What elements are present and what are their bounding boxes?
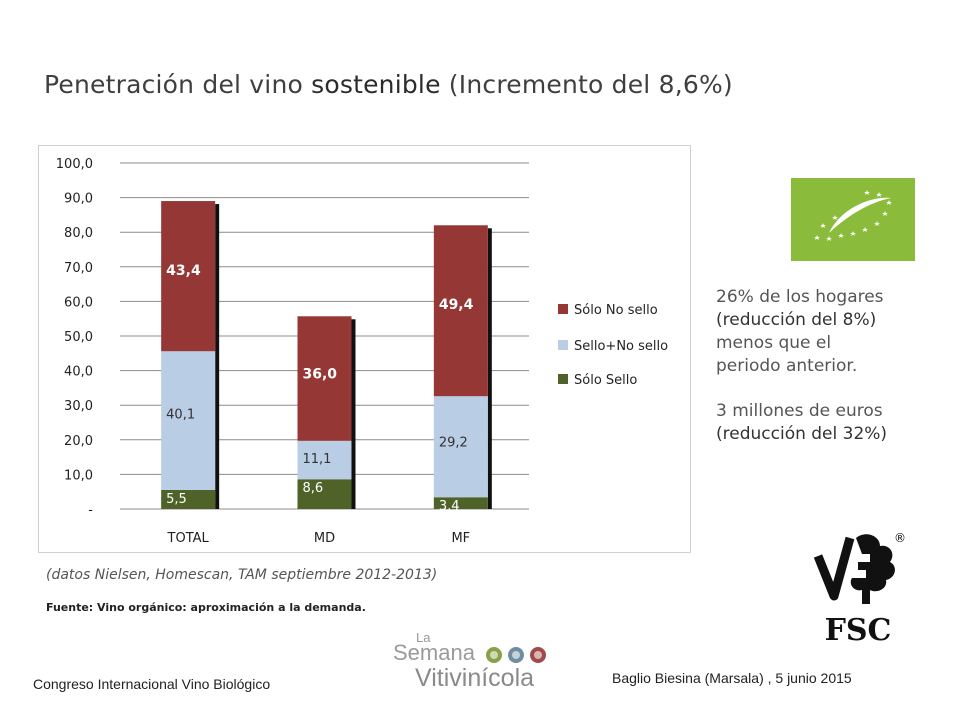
bar-segment: [433, 396, 488, 498]
y-tick-label: 20,0: [64, 434, 93, 449]
bar-segment: [161, 201, 216, 352]
data-label: 5,5: [166, 492, 187, 507]
source-line: Fuente: Vino orgánico: aproximación a la…: [46, 601, 366, 614]
y-tick-label: 70,0: [64, 261, 93, 276]
data-label: 3,4: [439, 499, 460, 514]
legend-label: Sólo Sello: [574, 373, 637, 388]
semana-vitivinicola-logo: La Semana Vitivinícola: [385, 628, 560, 698]
fsc-text: FSC: [825, 613, 892, 646]
legend-swatch: [558, 340, 568, 350]
stacked-bar-chart: - 10,0 20,0 30,0 40,0 50,0 60,0 70,0 80,0 90,0 100…: [56, 157, 668, 546]
data-label: 11,1: [303, 452, 332, 467]
data-label: 29,2: [439, 436, 468, 451]
side-line-6: (reducción del 32%): [716, 424, 888, 444]
bar-segment: [433, 497, 488, 509]
side-line-2: (reducción del 8%): [716, 310, 877, 330]
fsc-logo: ® FSC: [810, 528, 906, 648]
side-line-3: menos que el: [716, 333, 832, 353]
data-label: 36,0: [303, 367, 338, 383]
bar-segment: [297, 316, 352, 441]
fsc-registered-mark: ®: [894, 531, 906, 545]
footer-location-date: Baglio Biesina (Marsala) , 5 junio 2015: [612, 670, 852, 686]
x-tick-label: MD: [314, 531, 335, 546]
title-part2: sostenible: [311, 70, 441, 99]
y-tick-label: 100,0: [56, 157, 93, 172]
x-tick-label: TOTAL: [167, 531, 210, 546]
legend-label: Sello+No sello: [574, 339, 668, 354]
eu-leaf-stars-icon: [814, 190, 892, 241]
side-line-1: 26% de los hogares: [716, 287, 884, 307]
x-tick-label: MF: [451, 531, 470, 546]
slide-title: Penetración del vino sostenible (Increme…: [44, 70, 733, 99]
y-tick-label: 80,0: [64, 226, 93, 241]
legend-swatch: [558, 304, 568, 314]
bar-shadow: [215, 204, 220, 509]
side-line-4: periodo anterior.: [716, 356, 858, 376]
bar-segment: [297, 440, 352, 480]
data-label: 49,4: [439, 297, 474, 313]
vitivinicola-word: Vitivinícola: [415, 664, 535, 692]
y-tick-label: 30,0: [64, 399, 93, 414]
semana-icons: [486, 647, 546, 663]
eu-organic-logo: [791, 178, 915, 261]
footer-congress: Congreso Internacional Vino Biológico: [33, 676, 271, 692]
semana-word: Semana: [393, 640, 475, 665]
bar-shadow: [351, 319, 356, 509]
title-part3: (Incremento del 8,6%): [440, 70, 733, 99]
legend-swatch: [558, 374, 568, 384]
semana-la: La: [416, 630, 431, 645]
side-text: 26% de los hogares (reducción del 8%) me…: [716, 286, 946, 446]
y-tick-label: 10,0: [64, 468, 93, 483]
title-part1: Penetración del vino: [44, 70, 312, 99]
data-label: 8,6: [303, 481, 324, 496]
bar-segment: [433, 225, 488, 397]
data-label: 43,4: [166, 263, 201, 279]
y-tick-label: 40,0: [64, 365, 93, 380]
chart-frame: - 10,0 20,0 30,0 40,0 50,0 60,0 70,0 80,0 90,0 100…: [38, 145, 691, 553]
side-line-5: 3 millones de euros: [716, 401, 883, 421]
data-label: 40,1: [166, 408, 195, 423]
y-tick-label: 60,0: [64, 295, 93, 310]
y-tick-label: -: [88, 503, 93, 518]
data-source-note: (datos Nielsen, Homescan, TAM septiembre…: [46, 567, 438, 583]
y-tick-label: 90,0: [64, 192, 93, 207]
y-tick-label: 50,0: [64, 330, 93, 345]
fsc-tree-icon: ® FSC: [813, 531, 906, 648]
bar-segment: [161, 351, 216, 490]
bar-shadow: [487, 228, 492, 509]
legend-label: Sólo No sello: [574, 303, 658, 318]
bar-segment: [297, 479, 352, 509]
bar-segment: [161, 489, 216, 509]
